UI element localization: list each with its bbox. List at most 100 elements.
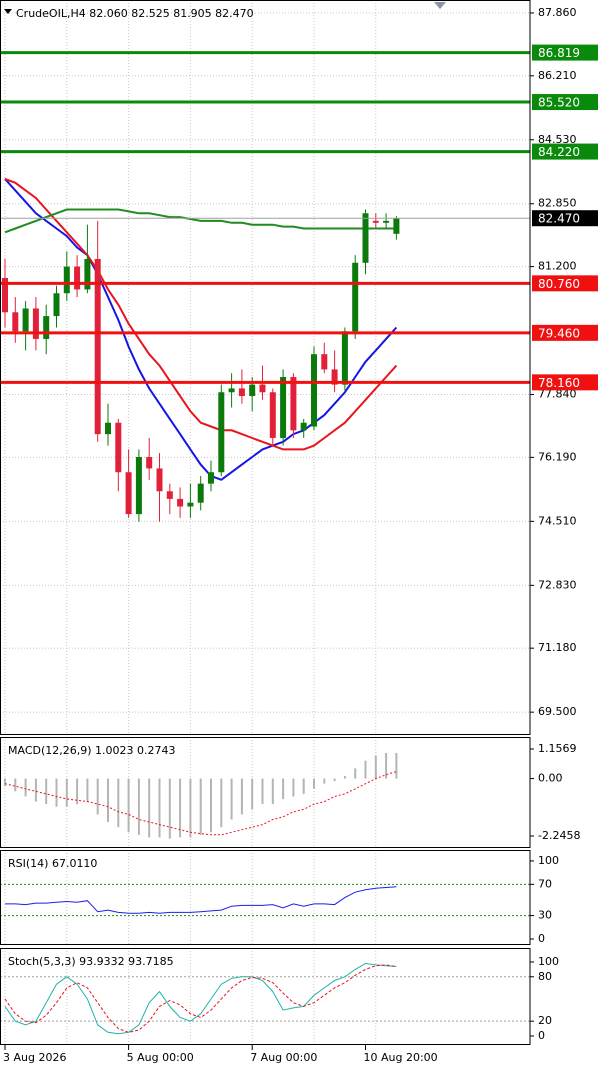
macd-bar (158, 778, 161, 838)
macd-bar (86, 778, 89, 802)
macd-bar (45, 778, 48, 805)
candle-body (74, 266, 81, 290)
macd-bar (354, 768, 357, 779)
level-label: 78.160 (538, 376, 580, 390)
macd-bar (292, 778, 295, 797)
level-label-box (532, 324, 598, 341)
level-label: 84.220 (538, 145, 580, 159)
moving-average (4, 208, 397, 234)
y-tick-label: 70 (538, 877, 552, 890)
macd-bar (148, 778, 151, 838)
moving-average (4, 178, 398, 451)
candle-body (2, 278, 8, 313)
y-tick-label: 72.830 (538, 578, 577, 591)
macd-bar (76, 778, 79, 805)
macd-bar (127, 778, 130, 833)
macd-bar (96, 778, 99, 815)
candle-body (393, 218, 400, 234)
candle-body (63, 266, 70, 294)
indicator-line (5, 886, 397, 914)
macd-bar (220, 778, 223, 828)
candle-body (135, 456, 142, 515)
y-tick-label: 80 (538, 970, 552, 983)
macd-bar (230, 778, 233, 820)
panel-plot (4, 752, 398, 839)
macd-bar (364, 760, 367, 779)
candle-body (372, 220, 379, 223)
y-tick-label: 74.510 (538, 514, 577, 527)
candle-body (228, 388, 235, 393)
x-tick-label: 3 Aug 2026 (3, 1051, 66, 1064)
y-tick-label: 84.530 (538, 133, 577, 146)
macd-bar (137, 778, 140, 835)
candle-body (269, 392, 276, 438)
macd-bar (199, 778, 202, 835)
panel-border (0, 737, 531, 848)
panel-plot (0, 883, 530, 917)
panel-border (0, 948, 531, 1045)
macd-bar (271, 778, 274, 805)
level-label-box (532, 44, 598, 61)
candle-body (331, 369, 338, 385)
level-label: 80.760 (538, 277, 580, 291)
candle-body (166, 491, 173, 499)
x-tick-label: 5 Aug 00:00 (127, 1051, 194, 1064)
candle-body (383, 220, 390, 223)
macd-bar (313, 778, 315, 789)
macd-bar (179, 778, 182, 838)
y-tick-label: 30 (538, 909, 552, 922)
panel-title: CrudeOIL,H4 82.060 82.525 81.905 82.470 (16, 7, 254, 20)
shift-marker[interactable] (434, 2, 446, 9)
macd-bar (107, 778, 109, 823)
panel-title: Stoch(5,3,3) 93.9332 93.7185 (8, 955, 174, 968)
y-tick-label: 86.210 (538, 69, 577, 82)
last-price-box (532, 210, 598, 227)
macd-bar (14, 778, 17, 792)
candle-body (290, 377, 297, 431)
macd-bar (251, 778, 254, 810)
last-price-label: 82.470 (538, 212, 580, 226)
macd-bar (385, 753, 388, 779)
y-tick-label: 20 (538, 1014, 552, 1027)
candle-body (105, 422, 111, 435)
macd-bar (261, 778, 264, 805)
panel-border (0, 0, 531, 735)
y-tick-label: 0.00 (538, 772, 563, 785)
candle-body (43, 316, 50, 339)
y-tick-label: -2.2458 (538, 829, 580, 842)
macd-bar (117, 778, 120, 828)
candle-body (218, 392, 225, 473)
y-tick-label: 81.200 (538, 260, 577, 273)
candle-body (22, 308, 29, 332)
macd-bar (168, 778, 171, 839)
y-tick-label: 100 (538, 955, 559, 968)
candle-body (311, 354, 317, 427)
candle-body (32, 308, 39, 339)
x-tick-label: 7 Aug 00:00 (250, 1051, 317, 1064)
y-tick-label: 0 (538, 1029, 545, 1042)
candle-body (238, 388, 245, 397)
candle-body (125, 472, 132, 515)
level-label: 85.520 (538, 96, 580, 110)
macd-bar (240, 778, 243, 815)
macd-bar (395, 752, 398, 779)
candle-body (84, 258, 91, 290)
candle-body (197, 483, 204, 503)
macd-bar (323, 778, 326, 784)
panel-plot (0, 51, 530, 522)
panel-plot (0, 962, 530, 1035)
candle-body (115, 422, 122, 473)
panel-title: RSI(14) 67.0110 (8, 857, 97, 870)
moving-average (4, 178, 398, 481)
level-label-box (532, 94, 598, 111)
candle-body (249, 384, 256, 397)
candle-body (187, 502, 194, 507)
y-tick-label: 100 (538, 854, 559, 867)
candle-body (94, 258, 101, 435)
candle-body (259, 384, 266, 393)
macd-bar (210, 778, 212, 833)
macd-bar (4, 778, 6, 787)
x-tick-label: 10 Aug 20:00 (364, 1051, 438, 1064)
candle-body (341, 331, 348, 385)
